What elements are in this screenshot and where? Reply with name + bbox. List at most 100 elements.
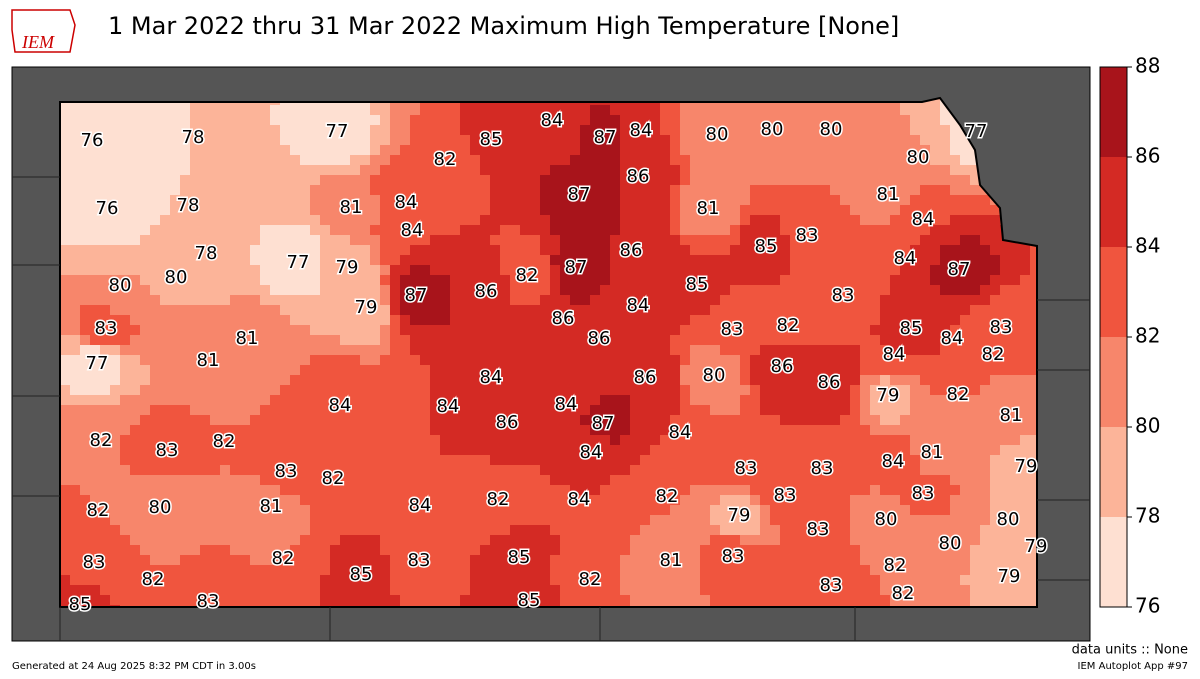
contour-cell xyxy=(1000,485,1011,496)
contour-cell xyxy=(530,115,541,126)
contour-cell xyxy=(760,415,771,426)
contour-cell xyxy=(820,345,831,356)
contour-cell xyxy=(870,415,881,426)
contour-cell xyxy=(220,405,231,416)
contour-cell xyxy=(320,385,331,396)
contour-cell xyxy=(230,535,241,546)
contour-cell xyxy=(290,295,301,306)
contour-cell xyxy=(720,565,731,576)
contour-cell xyxy=(930,505,941,516)
contour-cell xyxy=(480,215,491,226)
contour-cell xyxy=(280,385,291,396)
contour-cell xyxy=(210,155,221,166)
contour-cell xyxy=(100,435,111,446)
contour-cell xyxy=(890,465,901,476)
contour-cell xyxy=(220,135,231,146)
contour-cell xyxy=(370,395,381,406)
contour-cell xyxy=(560,275,571,286)
contour-cell xyxy=(450,245,461,256)
contour-cell xyxy=(70,375,81,386)
contour-cell xyxy=(620,525,631,536)
contour-cell xyxy=(840,195,851,206)
contour-cell xyxy=(860,505,871,516)
contour-cell xyxy=(300,405,311,416)
contour-cell xyxy=(440,405,451,416)
contour-cell xyxy=(350,465,361,476)
contour-cell xyxy=(360,255,371,266)
contour-cell xyxy=(390,285,401,296)
contour-cell xyxy=(1000,435,1011,446)
contour-cell xyxy=(840,515,851,526)
contour-cell xyxy=(700,275,711,286)
contour-cell xyxy=(190,145,201,156)
contour-cell xyxy=(940,335,951,346)
contour-cell xyxy=(460,175,471,186)
contour-cell xyxy=(680,525,691,536)
contour-cell xyxy=(840,415,851,426)
contour-cell xyxy=(890,415,901,426)
contour-cell xyxy=(810,305,821,316)
contour-cell xyxy=(580,535,591,546)
contour-cell xyxy=(500,355,511,366)
contour-cell xyxy=(940,525,951,536)
contour-cell xyxy=(320,195,331,206)
contour-cell xyxy=(850,405,861,416)
contour-cell xyxy=(130,525,141,536)
contour-cell xyxy=(900,405,911,416)
contour-cell xyxy=(180,505,191,516)
contour-cell xyxy=(200,595,211,606)
contour-cell xyxy=(560,445,571,456)
contour-cell xyxy=(170,305,181,316)
contour-cell xyxy=(620,145,631,156)
contour-cell xyxy=(470,545,481,556)
contour-cell xyxy=(210,315,221,326)
contour-cell xyxy=(390,135,401,146)
contour-cell xyxy=(590,155,601,166)
contour-cell xyxy=(90,465,101,476)
contour-cell xyxy=(690,295,701,306)
contour-cell xyxy=(840,175,851,186)
contour-cell xyxy=(70,415,81,426)
contour-cell xyxy=(250,575,261,586)
contour-cell xyxy=(800,385,811,396)
contour-cell xyxy=(770,585,781,596)
contour-cell xyxy=(110,105,121,116)
contour-cell xyxy=(630,235,641,246)
contour-cell xyxy=(840,575,851,586)
contour-cell xyxy=(730,385,741,396)
contour-cell xyxy=(60,445,71,456)
contour-cell xyxy=(660,485,671,496)
contour-cell xyxy=(820,485,831,496)
contour-cell xyxy=(200,535,211,546)
contour-cell xyxy=(90,305,101,316)
contour-cell xyxy=(230,265,241,276)
contour-cell xyxy=(190,335,201,346)
contour-cell xyxy=(970,445,981,456)
contour-cell xyxy=(280,325,291,336)
contour-cell xyxy=(480,575,491,586)
contour-cell xyxy=(760,485,771,496)
contour-cell xyxy=(880,125,891,136)
contour-cell xyxy=(610,425,621,436)
contour-cell xyxy=(190,325,201,336)
contour-cell xyxy=(360,195,371,206)
contour-cell xyxy=(130,355,141,366)
contour-cell xyxy=(270,115,281,126)
contour-cell xyxy=(510,445,521,456)
contour-cell xyxy=(630,545,641,556)
contour-cell xyxy=(430,165,441,176)
contour-cell xyxy=(630,375,641,386)
contour-cell xyxy=(510,255,521,266)
contour-cell xyxy=(340,525,351,536)
contour-cell xyxy=(270,485,281,496)
contour-cell xyxy=(90,275,101,286)
contour-cell xyxy=(300,485,311,496)
contour-cell xyxy=(230,595,241,606)
contour-cell xyxy=(570,365,581,376)
contour-cell xyxy=(400,455,411,466)
contour-cell xyxy=(380,395,391,406)
contour-cell xyxy=(240,255,251,266)
contour-cell xyxy=(770,215,781,226)
contour-cell xyxy=(150,475,161,486)
contour-cell xyxy=(760,185,771,196)
